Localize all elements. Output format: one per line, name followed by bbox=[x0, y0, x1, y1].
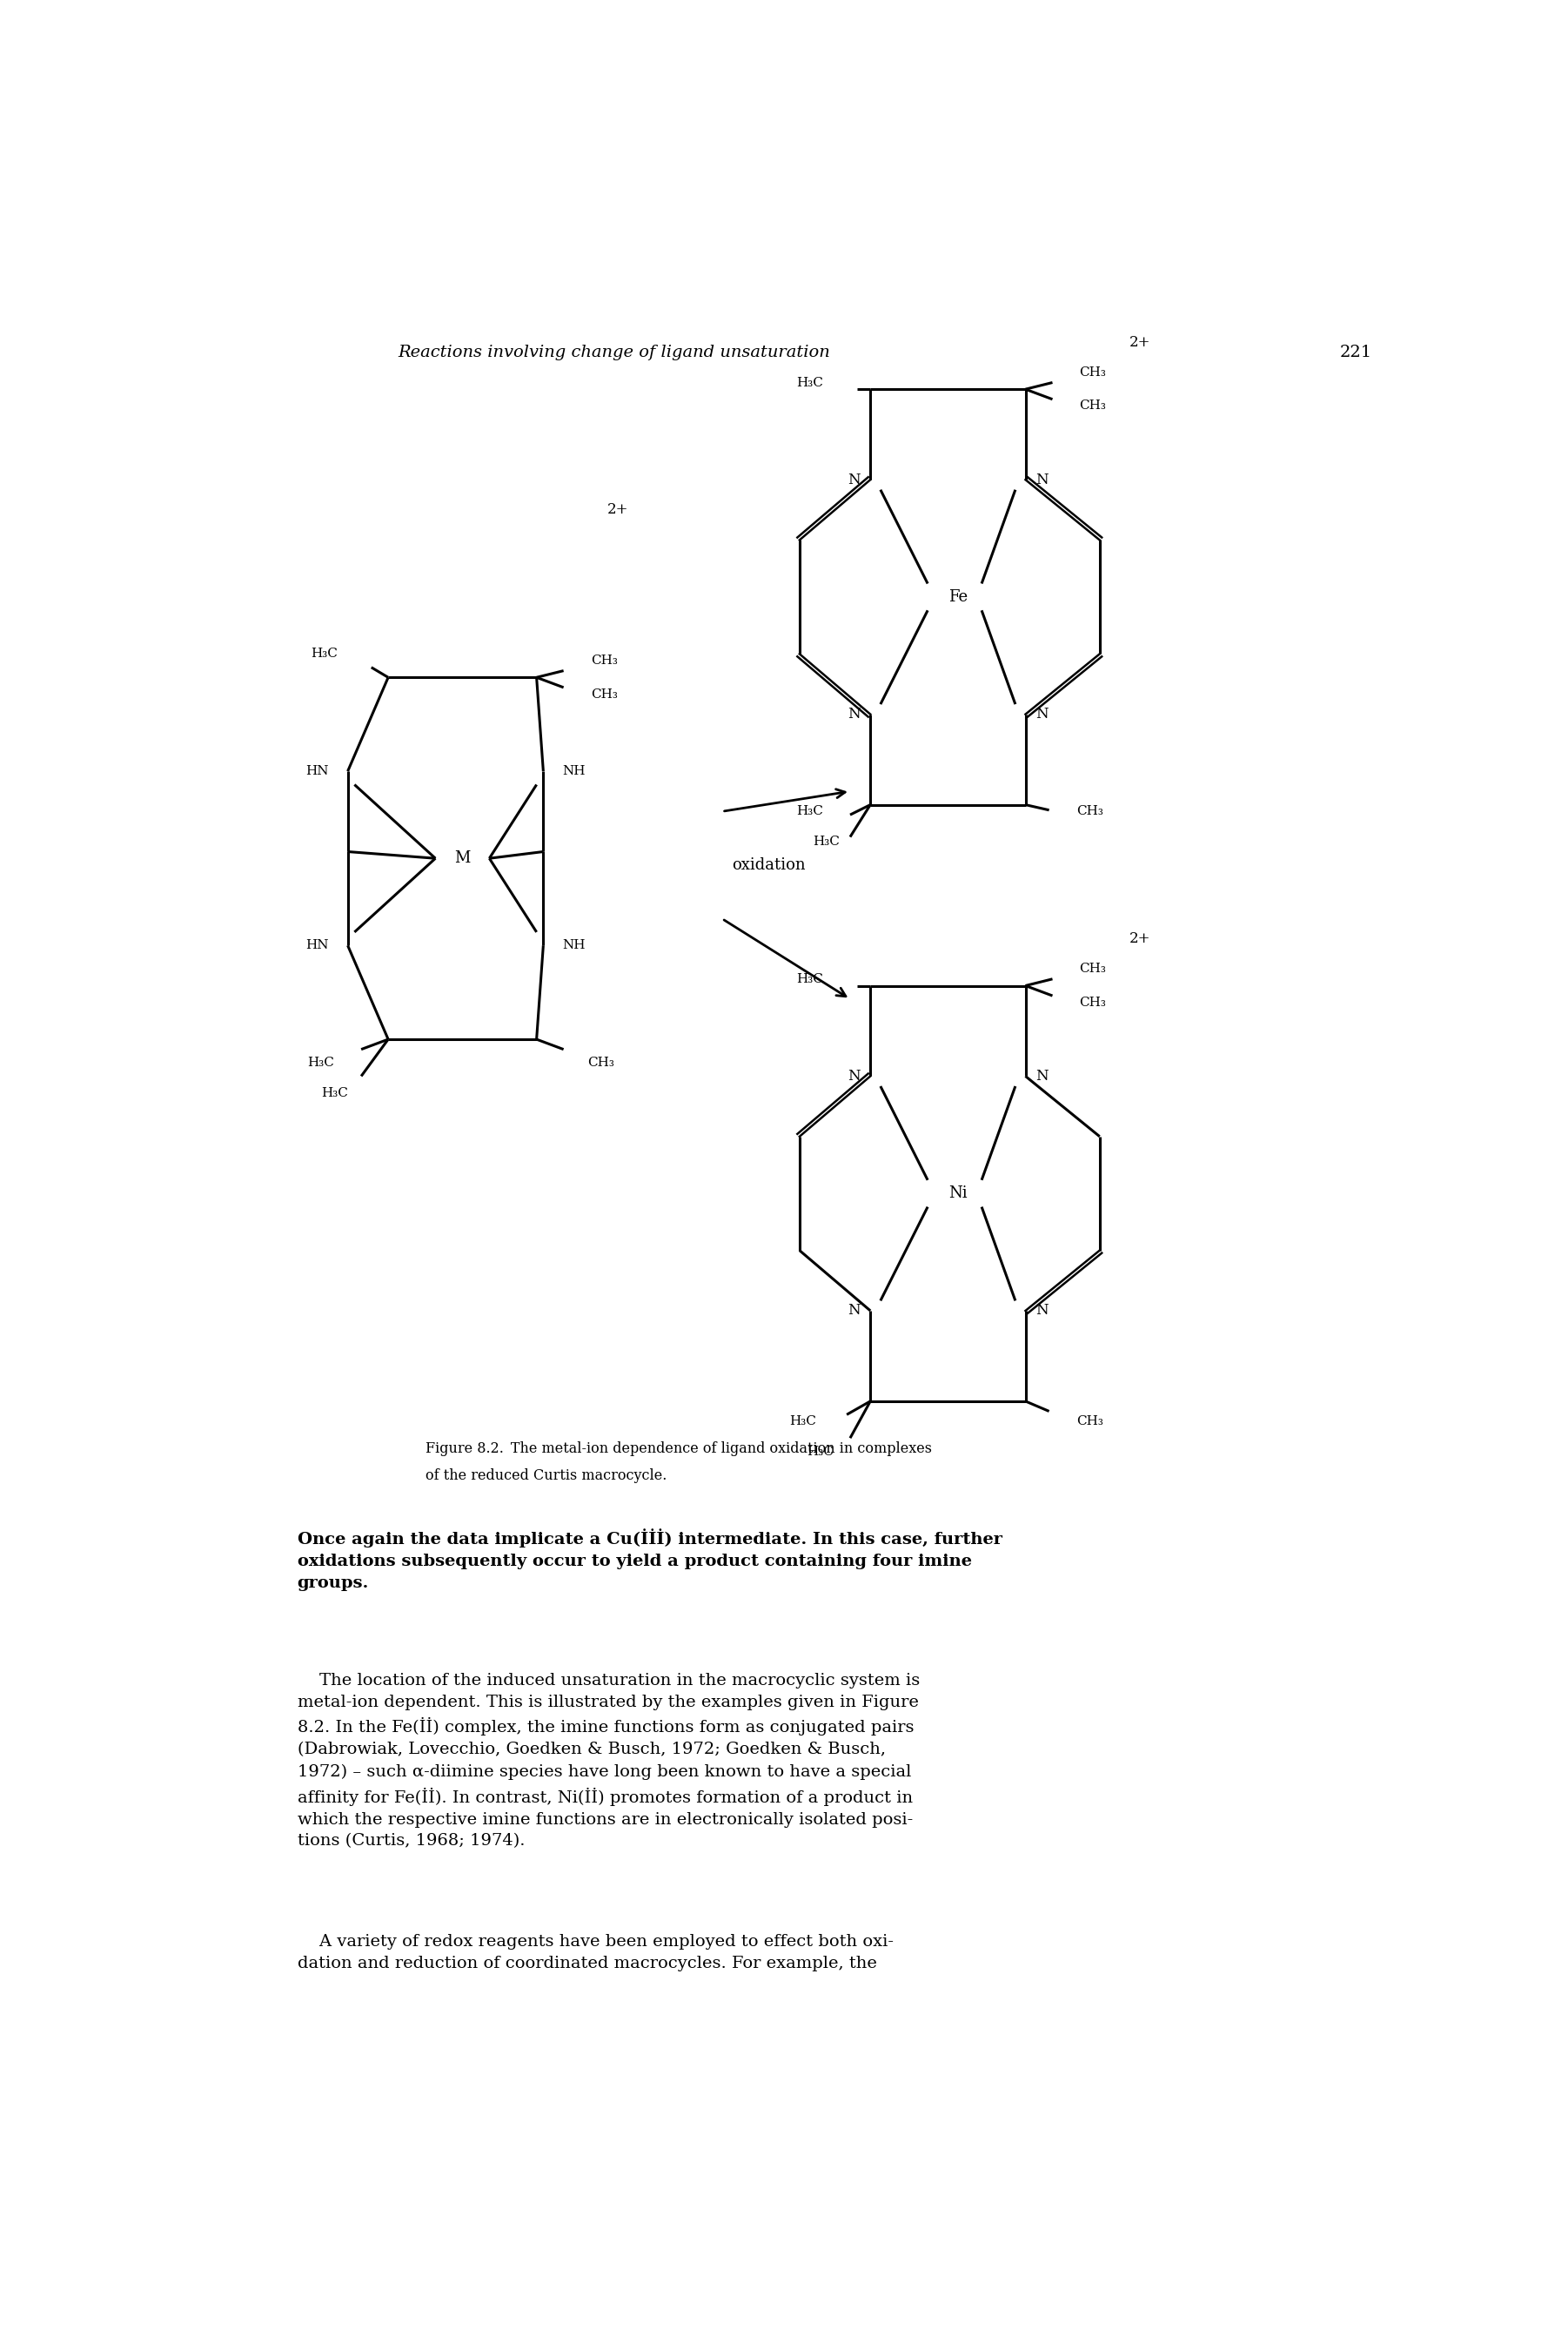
Text: NH: NH bbox=[563, 940, 585, 952]
Text: CH₃: CH₃ bbox=[1079, 996, 1107, 1008]
Text: H₃C: H₃C bbox=[310, 649, 337, 660]
Text: NH: NH bbox=[563, 766, 585, 778]
Text: A variety of redox reagents have been employed to effect both oxi-
dation and re: A variety of redox reagents have been em… bbox=[298, 1934, 894, 1972]
Text: Figure 8.2. The metal-ion dependence of ligand oxidation in complexes: Figure 8.2. The metal-ion dependence of … bbox=[425, 1441, 931, 1457]
Text: oxidation: oxidation bbox=[732, 858, 806, 872]
Text: N: N bbox=[848, 1069, 861, 1083]
Text: N: N bbox=[1035, 472, 1049, 486]
Text: CH₃: CH₃ bbox=[591, 689, 618, 700]
Text: HN: HN bbox=[306, 766, 329, 778]
Text: N: N bbox=[848, 1304, 861, 1318]
Text: H₃C: H₃C bbox=[806, 1445, 833, 1457]
Text: of the reduced Curtis macrocycle.: of the reduced Curtis macrocycle. bbox=[425, 1469, 666, 1483]
Text: Fe: Fe bbox=[949, 590, 967, 604]
Text: H₃C: H₃C bbox=[307, 1058, 334, 1069]
Text: H₃C: H₃C bbox=[321, 1086, 348, 1100]
Text: Ni: Ni bbox=[949, 1187, 967, 1201]
Text: The location of the induced unsaturation in the macrocyclic system is
metal-ion : The location of the induced unsaturation… bbox=[298, 1673, 919, 1849]
Text: 221: 221 bbox=[1339, 345, 1372, 360]
Text: HN: HN bbox=[306, 940, 329, 952]
Text: 2+: 2+ bbox=[1129, 336, 1151, 350]
Text: CH₃: CH₃ bbox=[1076, 806, 1102, 818]
Text: CH₃: CH₃ bbox=[1079, 367, 1107, 378]
Text: H₃C: H₃C bbox=[797, 376, 823, 388]
Text: H₃C: H₃C bbox=[814, 837, 840, 848]
Text: CH₃: CH₃ bbox=[586, 1058, 615, 1069]
Text: H₃C: H₃C bbox=[797, 806, 823, 818]
Text: 2+: 2+ bbox=[607, 503, 629, 517]
Text: CH₃: CH₃ bbox=[591, 656, 618, 667]
Text: 2+: 2+ bbox=[1129, 931, 1151, 947]
Text: Once again the data implicate a Cu(İİİ) intermediate. In this case, further
oxid: Once again the data implicate a Cu(İİİ) … bbox=[298, 1528, 1002, 1591]
Text: Reactions involving change of ligand unsaturation: Reactions involving change of ligand uns… bbox=[398, 345, 829, 360]
Text: M: M bbox=[455, 851, 470, 867]
Text: H₃C: H₃C bbox=[797, 973, 823, 985]
Text: H₃C: H₃C bbox=[790, 1415, 817, 1426]
Text: CH₃: CH₃ bbox=[1079, 964, 1107, 975]
Text: N: N bbox=[1035, 707, 1049, 721]
Text: CH₃: CH₃ bbox=[1076, 1415, 1102, 1426]
Text: N: N bbox=[1035, 1069, 1049, 1083]
Text: N: N bbox=[1035, 1304, 1049, 1318]
Text: N: N bbox=[848, 707, 861, 721]
Text: N: N bbox=[848, 472, 861, 486]
Text: CH₃: CH₃ bbox=[1079, 400, 1107, 411]
